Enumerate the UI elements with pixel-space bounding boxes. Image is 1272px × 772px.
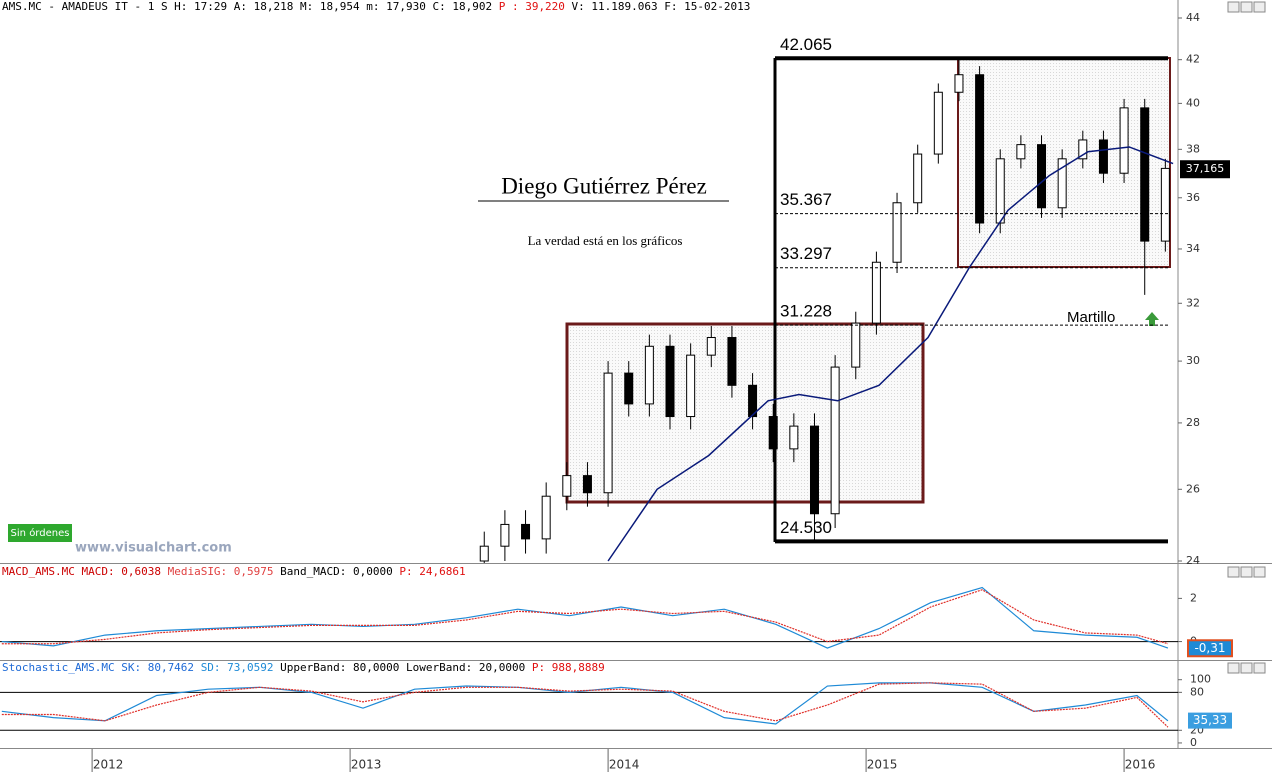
candle-body — [1098, 139, 1108, 174]
last-value-box — [1187, 639, 1233, 658]
y-tick-label: 32 — [1186, 296, 1200, 309]
note: Martillo — [1067, 309, 1115, 326]
moving-average — [607, 146, 1174, 562]
candle-body — [748, 384, 758, 418]
y-tick-label: 80 — [1190, 685, 1204, 698]
y-tick-label: 40 — [1186, 96, 1200, 109]
y-tick-label: 38 — [1186, 142, 1200, 155]
range-box — [565, 322, 925, 504]
candle-body — [727, 337, 737, 386]
subtitle: La verdad está en los gráficos — [528, 233, 683, 248]
y-tick-label: 28 — [1186, 416, 1200, 429]
y-tick-label: 24 — [1186, 554, 1200, 567]
candle-body — [768, 416, 778, 450]
x-tick-label: 2014 — [609, 758, 640, 772]
indicator-line — [1, 589, 1169, 645]
candle-body — [582, 475, 592, 494]
last-price: 37,165 — [1186, 162, 1225, 175]
candle-body — [789, 425, 799, 450]
price-plot — [479, 58, 1174, 563]
candle-body — [933, 91, 943, 155]
candle-body — [830, 366, 840, 515]
candle-body — [1037, 144, 1047, 209]
candle-body — [871, 261, 881, 324]
status-box[interactable] — [8, 524, 72, 542]
candle-body — [1057, 158, 1067, 209]
candle-body — [479, 545, 489, 562]
candle-body — [1160, 167, 1170, 242]
y-tick-label: 44 — [1186, 11, 1200, 24]
window-buttons[interactable] — [1227, 1, 1266, 674]
candle-body — [1140, 107, 1150, 242]
fib-label: 33.297 — [780, 244, 832, 263]
watermark: www.visualchart.com — [75, 541, 232, 556]
candle-body — [521, 523, 531, 540]
indicator-plot — [0, 586, 1178, 649]
candle-body — [500, 523, 510, 547]
y-tick-label: 2 — [1190, 591, 1197, 604]
fib-label: 24.530 — [780, 518, 832, 537]
candle-body — [809, 425, 819, 515]
indicator-plot — [0, 682, 1178, 731]
candle-body — [686, 354, 696, 418]
candle-body — [603, 372, 613, 494]
last-value: 35,33 — [1193, 713, 1227, 727]
title: Diego Gutiérrez Pérez — [501, 173, 707, 198]
up-arrow — [1145, 312, 1159, 326]
fib-label: 42.065 — [780, 35, 832, 54]
header: Stochastic_AMS.MC SK: 80,7462 SD: 73,059… — [2, 661, 605, 674]
fib-label: 35.367 — [780, 190, 832, 209]
candle-body — [644, 345, 654, 405]
x-tick-label: 2015 — [867, 758, 898, 772]
candle-body — [541, 495, 551, 540]
candle-body — [562, 475, 572, 497]
header: AMS.MC - AMADEUS IT - 1 S H: 17:29 A: 18… — [2, 0, 750, 13]
candle-body — [1016, 144, 1026, 160]
candle-body — [1078, 139, 1088, 160]
candle-body — [975, 74, 985, 224]
candle-body — [851, 322, 861, 368]
header: MACD_AMS.MC MACD: 0,6038 MediaSIG: 0,597… — [2, 565, 466, 578]
x-tick-label: 2016 — [1125, 758, 1156, 772]
y-tick-label: 100 — [1190, 673, 1211, 686]
fib-label: 31.228 — [780, 302, 832, 321]
x-tick-label: 2013 — [351, 758, 382, 772]
candle-body — [624, 372, 634, 405]
last-price-box — [1180, 160, 1230, 179]
candle-body — [913, 153, 923, 204]
y-tick-label: 34 — [1186, 242, 1200, 255]
y-tick-label: 36 — [1186, 191, 1200, 204]
status[interactable]: Sin órdenes — [11, 527, 70, 539]
y-tick-label: 42 — [1186, 53, 1200, 66]
candle-body — [1119, 107, 1129, 174]
candle-body — [706, 337, 716, 356]
candle-body — [954, 74, 964, 93]
candle-body — [892, 202, 902, 263]
y-tick-label: 26 — [1186, 482, 1200, 495]
y-tick-label: 0 — [1190, 736, 1197, 749]
x-tick-label: 2012 — [93, 758, 124, 772]
y-tick-label: 30 — [1186, 354, 1200, 367]
indicator-line — [1, 682, 1169, 728]
last-value-box — [1188, 712, 1232, 729]
candle-body — [665, 345, 675, 418]
last-value: -0,31 — [1194, 641, 1225, 655]
